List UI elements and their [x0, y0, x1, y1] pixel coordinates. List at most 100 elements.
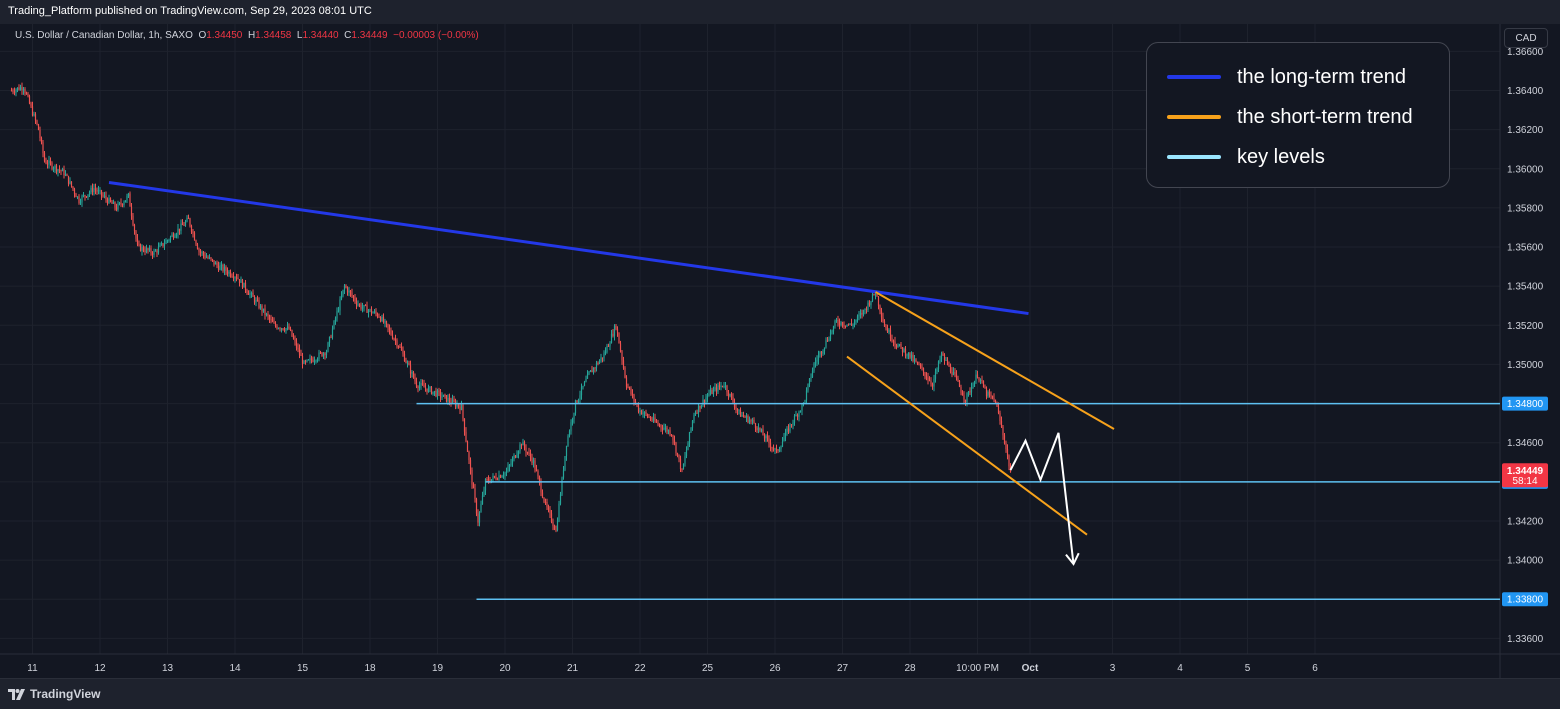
candle-body — [241, 279, 244, 288]
candle-body — [138, 244, 140, 246]
candle-body — [669, 430, 671, 435]
candle-body — [925, 376, 928, 378]
candle-body — [157, 246, 160, 253]
candle-body — [96, 189, 98, 192]
candle-body — [438, 390, 440, 392]
candle-body — [946, 359, 949, 365]
candle-body — [250, 292, 253, 294]
candle-body — [402, 350, 404, 354]
candle-body — [285, 328, 287, 331]
candle-body — [990, 394, 992, 396]
candle-body — [553, 526, 556, 530]
candle-body — [931, 383, 934, 387]
price-axis-tick-label: 1.36200 — [1507, 125, 1544, 136]
candle-body — [502, 475, 505, 477]
candle-body — [936, 369, 938, 372]
candle-body — [93, 188, 95, 193]
candle-body — [678, 454, 680, 459]
candle-body — [396, 340, 398, 346]
candle-body — [87, 194, 89, 198]
candle-body — [414, 377, 416, 382]
candle-body — [412, 372, 415, 378]
candle-body — [646, 414, 649, 417]
candle-body — [162, 243, 164, 247]
candle-body — [462, 404, 464, 419]
candle-body — [748, 420, 751, 423]
candle-body — [394, 339, 397, 341]
candle-body — [984, 386, 986, 389]
candle-body — [388, 327, 391, 331]
currency-button[interactable]: CAD — [1504, 28, 1548, 48]
candle-body — [940, 353, 943, 360]
candle-body — [310, 358, 313, 361]
candle-body — [631, 393, 634, 395]
candle-body — [297, 347, 299, 349]
candle-body — [721, 385, 724, 387]
candle-body — [55, 165, 58, 172]
legend-label-key-levels: key levels — [1237, 145, 1325, 168]
candle-body — [316, 358, 319, 361]
candle-body — [213, 260, 215, 265]
candle-body — [123, 202, 125, 205]
candle-body — [211, 259, 214, 261]
chart-area[interactable]: 1.36600 1.36400 1.36200 1.36000 1.35800 1.356… — [0, 24, 1560, 678]
candle-body — [408, 362, 410, 366]
candle-body — [658, 424, 661, 426]
candle-body — [48, 160, 50, 165]
candle-body — [606, 345, 608, 352]
time-axis-tick-label: 15 — [297, 663, 309, 674]
candle-body — [570, 422, 572, 432]
price-chart[interactable]: 1.36600 1.36400 1.36200 1.36000 1.35800 1.356… — [0, 24, 1560, 678]
candle-body — [450, 401, 452, 404]
candle-body — [79, 202, 82, 204]
candle-body — [811, 370, 814, 378]
candle-body — [745, 416, 748, 418]
candle-body — [720, 385, 722, 387]
candle-body — [517, 451, 520, 455]
candle-body — [340, 295, 343, 300]
candle-body — [618, 332, 620, 344]
candle-body — [793, 415, 796, 423]
candle-body — [589, 370, 592, 372]
candle-body — [69, 181, 71, 184]
candle-body — [549, 509, 551, 514]
candle-body — [337, 310, 340, 312]
candle-body — [654, 417, 656, 422]
candle-body — [571, 419, 574, 423]
candle-body — [465, 431, 467, 442]
candle-body — [730, 393, 733, 397]
candle-body — [325, 351, 328, 356]
candle-body — [837, 319, 839, 324]
candle-body — [852, 325, 854, 327]
candle-body — [313, 360, 316, 362]
candle-body — [67, 175, 70, 184]
candle-body — [985, 388, 988, 397]
candle-body — [969, 391, 971, 393]
candle-body — [376, 313, 379, 317]
candle-body — [214, 262, 217, 265]
candle-body — [76, 196, 79, 198]
candle-body — [277, 328, 280, 330]
candle-body — [442, 394, 445, 397]
candle-body — [561, 477, 563, 495]
candle-body — [30, 103, 32, 107]
time-axis-tick-label: 19 — [432, 663, 444, 674]
candle-body — [136, 238, 139, 245]
candle-body — [343, 285, 346, 290]
candle-body — [405, 361, 407, 363]
symbol-name: U.S. Dollar / Canadian Dollar, 1h, SAXO — [15, 30, 193, 41]
candle-body — [288, 326, 290, 330]
candle-body — [265, 313, 268, 315]
candle-body — [835, 319, 838, 321]
candle-body — [181, 223, 184, 226]
time-axis-tick-label: 13 — [162, 663, 174, 674]
current-price-label: 1.34449 — [1507, 466, 1544, 477]
time-axis-tick-label: 26 — [769, 663, 781, 674]
tradingview-brand[interactable]: TradingView — [8, 687, 100, 701]
key-level-tag-label: 1.33800 — [1507, 595, 1544, 606]
candle-body — [493, 476, 496, 478]
candle-body — [610, 333, 613, 344]
candle-body — [604, 351, 607, 354]
candle-body — [694, 412, 697, 415]
